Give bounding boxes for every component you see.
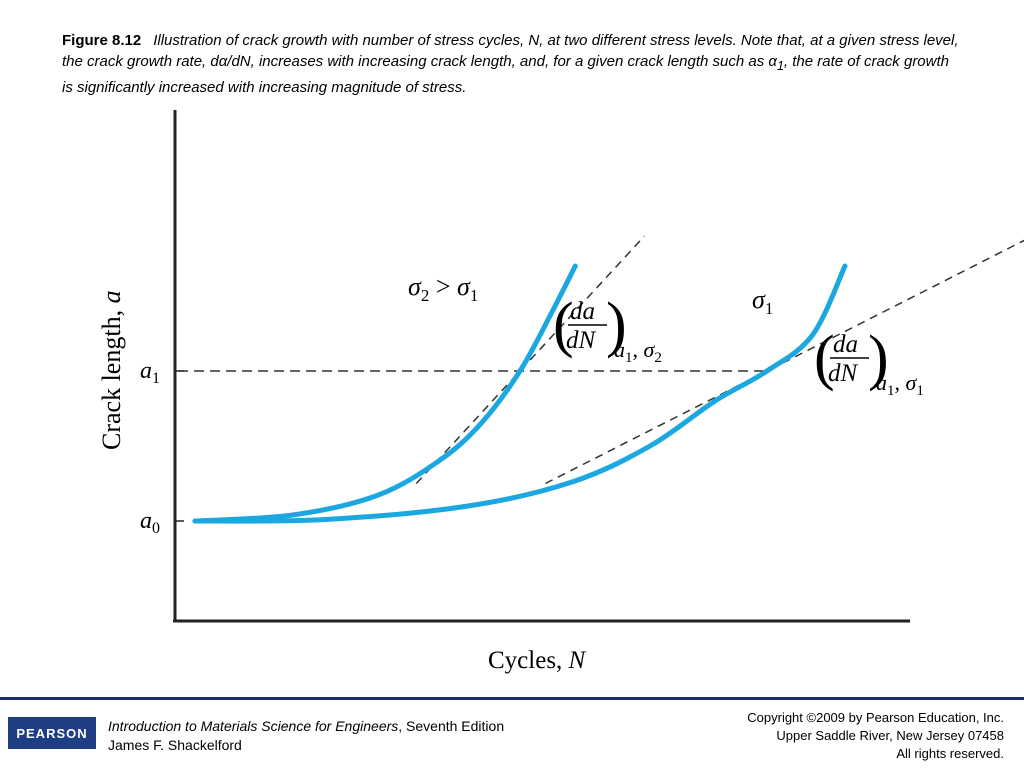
label-sigma2-gt-sigma1: σ2 > σ1 xyxy=(408,272,478,305)
label-sigma1-sub: 1 xyxy=(470,286,479,305)
x-axis-label-main: Cycles, xyxy=(488,647,569,674)
footer-divider xyxy=(0,697,1024,700)
rights-line: All rights reserved. xyxy=(896,746,1004,761)
deriv-num: da xyxy=(833,331,858,358)
caption-text: Illustration of crack growth with number… xyxy=(62,32,959,96)
footer-book-info: Introduction to Materials Science for En… xyxy=(108,717,504,755)
book-author: James F. Shackelford xyxy=(108,737,242,753)
paren-left: ( xyxy=(553,291,574,359)
deriv-subscript: a1, σ1 xyxy=(876,370,924,399)
paren-left: ( xyxy=(814,324,835,392)
paren-right: ) xyxy=(868,324,889,392)
label-sigma2-sub: 2 xyxy=(421,286,430,305)
figure-caption: Figure 8.12 Illustration of crack growth … xyxy=(62,30,962,98)
tangent-sigma1 xyxy=(545,239,1024,485)
deriv-sub-sigma-idx: 2 xyxy=(654,350,662,366)
deriv-sub-a-idx: 1 xyxy=(887,383,895,399)
y-tick-a0-name: a xyxy=(140,508,152,534)
deriv-sub-sep: , xyxy=(633,337,644,362)
deriv-sub-a-idx: 1 xyxy=(625,350,633,366)
deriv-sub-sigma: σ xyxy=(644,337,656,362)
deriv-sub-sep: , xyxy=(895,370,906,395)
y-tick-a1: a1 xyxy=(140,358,160,387)
caption-text-part2: , the rate of crack growth is significan… xyxy=(62,53,949,96)
curve-label-sigma1-sub: 1 xyxy=(765,299,774,318)
x-axis-label: Cycles, N xyxy=(488,647,587,674)
y-axis-label-var: a xyxy=(97,290,126,303)
y-axis-label: Crack length, a xyxy=(97,290,126,450)
pearson-logo-text: PEARSON xyxy=(16,725,88,741)
tangent-sigma2 xyxy=(415,235,646,485)
deriv-sub-sigma-idx: 1 xyxy=(916,383,924,399)
pearson-logo: PEARSON xyxy=(8,717,96,749)
paren-right: ) xyxy=(606,291,627,359)
crack-growth-chart: a1 a0 Crack length, a Cycles, N σ2 > σ1 … xyxy=(97,110,1024,674)
curve-label-sigma1-name: σ xyxy=(752,285,766,314)
label-gt: > xyxy=(429,272,457,301)
derivative-annotation-sigma1: ( da dN ) a1, σ1 xyxy=(814,324,924,399)
deriv-den: dN xyxy=(566,327,597,354)
derivative-annotation-sigma2: ( da dN ) a1, σ2 xyxy=(553,291,662,366)
deriv-sub-a: a xyxy=(614,337,625,362)
deriv-sub-sigma: σ xyxy=(906,370,918,395)
figure-number: Figure 8.12 xyxy=(62,32,142,49)
book-edition: , Seventh Edition xyxy=(398,718,505,734)
y-axis-label-main: Crack length, xyxy=(97,303,126,450)
caption-text-part1: Illustration of crack growth with number… xyxy=(62,32,959,70)
footer-copyright: Copyright ©2009 by Pearson Education, In… xyxy=(747,709,1004,763)
label-sigma2: σ xyxy=(408,272,422,301)
book-title: Introduction to Materials Science for En… xyxy=(108,718,399,734)
curve-sigma2 xyxy=(192,263,578,524)
deriv-subscript: a1, σ2 xyxy=(614,337,662,366)
copyright-line: Copyright ©2009 by Pearson Education, In… xyxy=(747,710,1004,725)
y-tick-a1-sub: 1 xyxy=(152,370,160,387)
location-line: Upper Saddle River, New Jersey 07458 xyxy=(776,728,1004,743)
caption-text-sub: 1 xyxy=(776,59,784,73)
label-sigma1: σ xyxy=(457,272,471,301)
curve-label-sigma1: σ1 xyxy=(752,285,773,318)
book-title-line: Introduction to Materials Science for En… xyxy=(108,717,504,736)
y-tick-a0-sub: 0 xyxy=(152,520,160,537)
deriv-sub-a: a xyxy=(876,370,887,395)
x-axis-label-var: N xyxy=(568,647,587,674)
curve-sigma1 xyxy=(192,263,848,524)
y-tick-a0: a0 xyxy=(140,508,160,537)
deriv-den: dN xyxy=(828,360,859,387)
y-tick-a1-name: a xyxy=(140,358,152,384)
deriv-num: da xyxy=(570,298,595,325)
